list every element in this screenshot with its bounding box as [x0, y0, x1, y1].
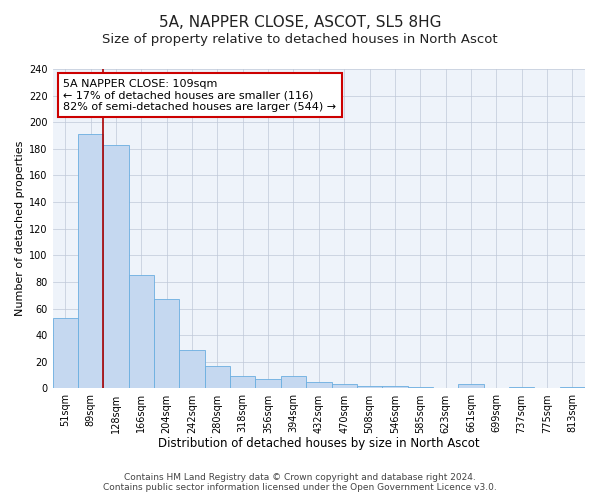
- Text: Contains HM Land Registry data © Crown copyright and database right 2024.
Contai: Contains HM Land Registry data © Crown c…: [103, 473, 497, 492]
- Bar: [179, 350, 205, 389]
- Bar: [560, 387, 585, 388]
- Bar: [129, 276, 154, 388]
- Bar: [103, 145, 129, 388]
- Bar: [306, 382, 332, 388]
- Y-axis label: Number of detached properties: Number of detached properties: [15, 141, 25, 316]
- Bar: [509, 387, 535, 388]
- Bar: [154, 300, 179, 388]
- X-axis label: Distribution of detached houses by size in North Ascot: Distribution of detached houses by size …: [158, 437, 479, 450]
- Text: 5A NAPPER CLOSE: 109sqm
← 17% of detached houses are smaller (116)
82% of semi-d: 5A NAPPER CLOSE: 109sqm ← 17% of detache…: [63, 78, 337, 112]
- Bar: [53, 318, 78, 388]
- Bar: [281, 376, 306, 388]
- Bar: [78, 134, 103, 388]
- Text: 5A, NAPPER CLOSE, ASCOT, SL5 8HG: 5A, NAPPER CLOSE, ASCOT, SL5 8HG: [159, 15, 441, 30]
- Bar: [230, 376, 256, 388]
- Bar: [382, 386, 407, 388]
- Bar: [407, 387, 433, 388]
- Bar: [458, 384, 484, 388]
- Text: Size of property relative to detached houses in North Ascot: Size of property relative to detached ho…: [102, 32, 498, 46]
- Bar: [205, 366, 230, 388]
- Bar: [332, 384, 357, 388]
- Bar: [357, 386, 382, 388]
- Bar: [256, 379, 281, 388]
